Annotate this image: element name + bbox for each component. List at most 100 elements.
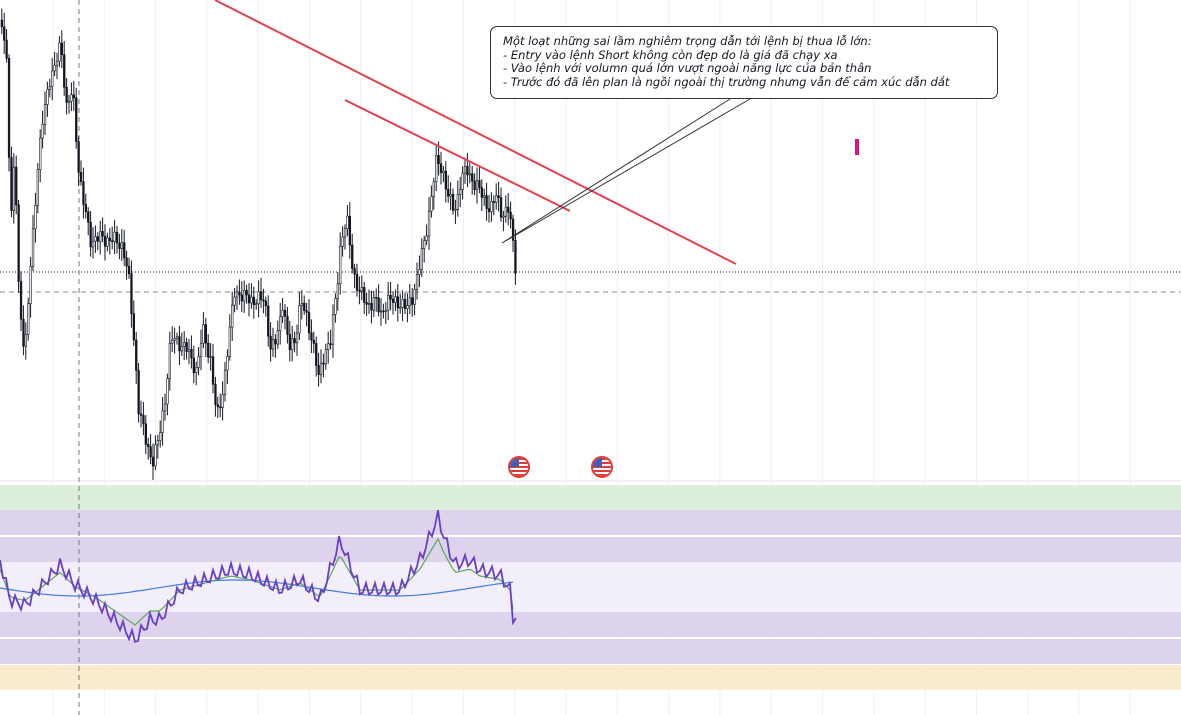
candle-body [291,338,294,351]
candle-body [171,339,174,344]
candle-body [379,310,383,313]
candle-body [466,166,469,176]
candle-body [375,297,378,299]
candle-body [0,19,4,28]
candle-body [461,172,464,190]
candle-body [233,296,236,306]
candle-body [475,180,479,190]
candle-body [175,336,179,339]
candle-body [331,314,335,345]
candle-body [264,300,268,307]
candle-body [79,171,83,182]
candle-body [307,312,311,334]
candle-body [456,193,460,210]
candle-body [447,188,450,197]
candle-body [437,155,440,165]
candle-body [454,208,457,211]
candle-body [377,297,380,313]
candle-body [353,268,356,275]
candle-body [103,235,107,247]
candle-body [384,309,388,312]
candle-body [262,299,265,302]
candle-body [108,237,112,241]
candle-body [159,432,162,441]
candle-body [118,242,121,249]
candle-body [478,180,481,188]
candle-body [293,338,296,344]
candle-body [312,339,316,344]
candle-body [252,296,256,305]
candle-body [391,298,395,303]
candle-body [211,356,215,385]
candle-body [192,357,196,374]
candle-body [29,265,32,304]
candle-body [91,240,95,248]
candle-body [221,394,224,408]
callout-pointer [501,98,751,244]
candle-body [178,336,181,352]
candle-body [10,157,13,211]
candle-body [420,248,424,270]
candle-body [226,356,229,371]
candle-body [317,365,320,375]
candle-body [144,423,148,445]
us-flag-icon[interactable] [591,456,613,478]
rsi-band [0,639,1181,664]
candle-body [183,342,186,347]
candle-body [7,57,11,158]
candle-body [53,64,56,72]
candle-body [142,415,145,425]
pointer-outline [501,98,751,244]
candle-body [451,194,455,211]
candle-body [504,206,508,217]
candle-body [46,88,49,105]
candle-body [355,273,359,291]
candle-body [238,291,241,296]
candle-body [123,242,126,259]
candle-body [48,86,52,90]
candle-body [281,309,284,318]
candle-body [365,302,368,305]
candle-body [363,287,366,303]
rsi-band [0,537,1181,562]
candle-body [99,231,102,242]
candle-body [427,210,431,237]
us-flag-icon[interactable] [508,456,530,478]
candle-body [430,196,433,212]
candle-body [5,39,8,59]
candle-body [111,240,114,242]
candle-body [418,269,421,275]
candle-body [154,444,157,467]
candle-body [87,211,90,223]
candle-body [480,187,484,198]
candle-body [125,257,128,267]
candle-body [185,342,188,352]
candle-body [63,54,66,88]
candle-body [459,189,462,195]
candle-body [509,211,512,220]
candle-body [497,195,500,198]
candle-body [351,244,354,269]
candle-body [274,339,277,345]
candle-body [411,297,414,305]
candle-body [137,370,140,415]
annotation-callout[interactable]: Một loạt những sai lầm nghiêm trọng dẫn … [490,26,998,99]
candle-body [319,362,323,375]
candle-body [276,330,280,345]
candle-body [324,349,328,365]
candle-body [444,170,448,190]
candle-body [180,346,184,352]
candle-body [219,406,222,409]
candle-body [139,413,143,416]
candle-body [55,60,59,66]
candle-body [300,302,304,306]
candle-body [487,208,491,213]
trendlines[interactable] [214,0,737,265]
candle-body [12,166,16,211]
candle-body [468,173,472,176]
candle-body [341,236,344,247]
candle-body [432,181,436,197]
candle-body [329,343,332,345]
